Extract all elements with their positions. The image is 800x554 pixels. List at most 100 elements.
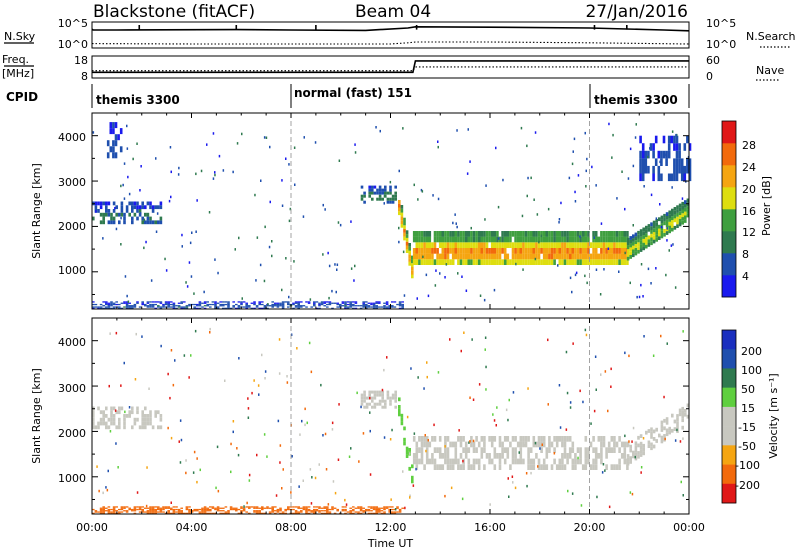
power-cell bbox=[371, 185, 374, 189]
power-speckle bbox=[398, 226, 400, 230]
power-cell bbox=[605, 253, 608, 260]
velocity-cell bbox=[403, 426, 406, 431]
power-cell bbox=[362, 301, 365, 303]
power-cell bbox=[594, 259, 598, 265]
power-cell bbox=[639, 229, 643, 233]
velocity-cell bbox=[438, 447, 442, 453]
power-cell bbox=[326, 303, 329, 306]
velocity-cell bbox=[245, 511, 248, 513]
velocity-speckle bbox=[485, 388, 487, 391]
power-cell bbox=[384, 185, 387, 189]
velocity-cell bbox=[498, 453, 502, 459]
velocity-cell bbox=[224, 512, 228, 514]
velocity-speckle bbox=[263, 433, 266, 436]
velocity-speckle bbox=[593, 409, 596, 413]
cpid-segment-3: themis 3300 bbox=[594, 93, 678, 107]
power-cell bbox=[99, 306, 103, 308]
velocity-cell bbox=[107, 512, 111, 514]
power-speckle bbox=[324, 208, 326, 211]
power-cell bbox=[597, 236, 601, 243]
power-speckle bbox=[484, 218, 486, 221]
power-cell bbox=[558, 242, 562, 248]
power-cell bbox=[180, 307, 183, 309]
power-speckle bbox=[114, 206, 116, 210]
power-cell bbox=[540, 242, 543, 248]
power-cell bbox=[555, 231, 559, 237]
velocity-cell bbox=[398, 397, 401, 402]
velocity-cell bbox=[584, 436, 588, 442]
velocity-cell bbox=[136, 406, 139, 411]
velocity-cell bbox=[167, 507, 170, 509]
power-cell bbox=[566, 231, 569, 237]
velocity-cell bbox=[209, 508, 212, 511]
power-speckle bbox=[461, 275, 463, 278]
power-speckle bbox=[181, 233, 183, 237]
velocity-cell bbox=[401, 507, 404, 509]
power-cell bbox=[632, 238, 635, 242]
power-cell bbox=[281, 306, 285, 308]
power-cell bbox=[514, 248, 517, 254]
power-speckle bbox=[660, 225, 663, 229]
velocity-speckle bbox=[281, 487, 283, 490]
velocity-cell bbox=[400, 417, 404, 422]
power-cell bbox=[496, 259, 499, 265]
velocity-cell bbox=[149, 414, 152, 418]
velocity-speckle bbox=[391, 428, 393, 432]
velocity-cell bbox=[245, 506, 248, 508]
power-cell bbox=[326, 306, 329, 308]
velocity-cell bbox=[540, 447, 543, 453]
power-speckle bbox=[260, 179, 262, 182]
power-cell bbox=[493, 236, 497, 243]
power-cell bbox=[128, 201, 131, 206]
velocity-colorbar-frame bbox=[721, 329, 737, 504]
power-cell bbox=[216, 302, 220, 304]
xtick-2400: 00:00 bbox=[673, 521, 705, 534]
velocity-speckle bbox=[423, 387, 425, 390]
velocity-cell bbox=[642, 451, 645, 456]
power-speckle bbox=[470, 226, 472, 230]
velocity-cell bbox=[258, 507, 261, 509]
velocity-cell bbox=[516, 458, 520, 465]
power-cell bbox=[524, 248, 528, 254]
power-cell bbox=[151, 303, 155, 306]
velocity-cell bbox=[188, 508, 191, 511]
velocity-cell bbox=[393, 511, 397, 513]
velocity-cell bbox=[159, 511, 163, 513]
velocity-cell bbox=[378, 507, 381, 509]
power-cell bbox=[373, 185, 377, 189]
power-cell bbox=[594, 242, 598, 248]
velocity-speckle bbox=[679, 440, 682, 443]
power-cell bbox=[149, 216, 152, 221]
power-cell bbox=[420, 259, 424, 265]
power-speckle bbox=[434, 284, 437, 287]
power-speckle bbox=[632, 164, 635, 168]
velocity-speckle bbox=[424, 434, 426, 437]
power-cell bbox=[665, 231, 669, 235]
velocity-cell bbox=[305, 511, 308, 513]
velocity-cell bbox=[405, 454, 409, 458]
velocity-cell bbox=[294, 510, 298, 512]
velocity-cell bbox=[503, 436, 507, 442]
power-speckle bbox=[120, 243, 122, 246]
power-cell bbox=[167, 305, 170, 307]
velocity-cell bbox=[371, 390, 374, 394]
velocity-speckle bbox=[485, 365, 487, 369]
velocity-cell bbox=[123, 421, 126, 426]
power-cell bbox=[535, 253, 538, 260]
power-cell bbox=[183, 306, 186, 308]
velocity-cell bbox=[602, 441, 606, 448]
velocity-cell bbox=[141, 425, 144, 430]
velocity-cell bbox=[349, 512, 352, 514]
power-cell bbox=[336, 306, 339, 308]
velocity-cell bbox=[188, 511, 191, 513]
power-cell bbox=[457, 236, 460, 243]
power-cell bbox=[112, 302, 116, 304]
power-cell bbox=[655, 234, 658, 238]
power-cell bbox=[553, 248, 556, 254]
power-cell bbox=[118, 307, 121, 309]
velocity-speckle bbox=[652, 354, 655, 357]
power-cell bbox=[650, 233, 653, 238]
power-cell bbox=[224, 307, 228, 309]
power-speckle bbox=[632, 224, 634, 227]
power-cell bbox=[102, 301, 105, 303]
